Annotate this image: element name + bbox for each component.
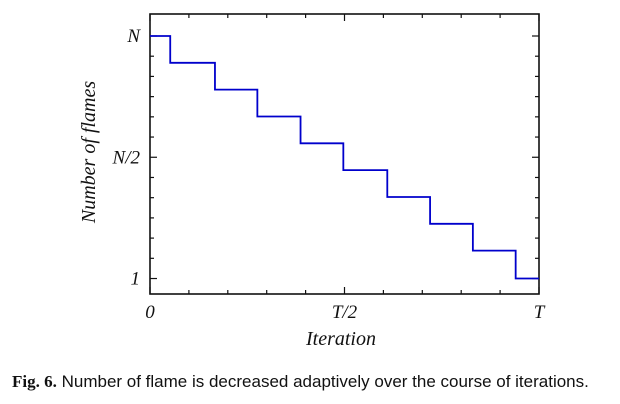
y-tick-label: 1 [131, 269, 141, 290]
x-tick-label: 0 [145, 302, 155, 323]
y-axis-label: Number of flames [78, 81, 100, 224]
y-tick-label: N [126, 26, 141, 47]
tick-marks [149, 14, 540, 294]
caption-text: Number of flame is decreased adaptively … [61, 372, 589, 391]
tick-labels: 0 T/2 T 1 N/2 N [112, 26, 546, 323]
caption-label: Fig. 6. [12, 372, 57, 391]
series-line-number-of-flames [150, 35, 539, 280]
x-axis-label: Iteration [305, 328, 376, 350]
plot-frame [149, 13, 540, 295]
x-tick-label: T [534, 302, 546, 323]
series-lines [150, 35, 539, 280]
x-tick-label: T/2 [332, 302, 358, 323]
plot-frame-group [149, 13, 540, 295]
figure-caption: Fig. 6. Number of flame is decreased ada… [12, 372, 612, 392]
y-tick-label: N/2 [112, 147, 141, 168]
